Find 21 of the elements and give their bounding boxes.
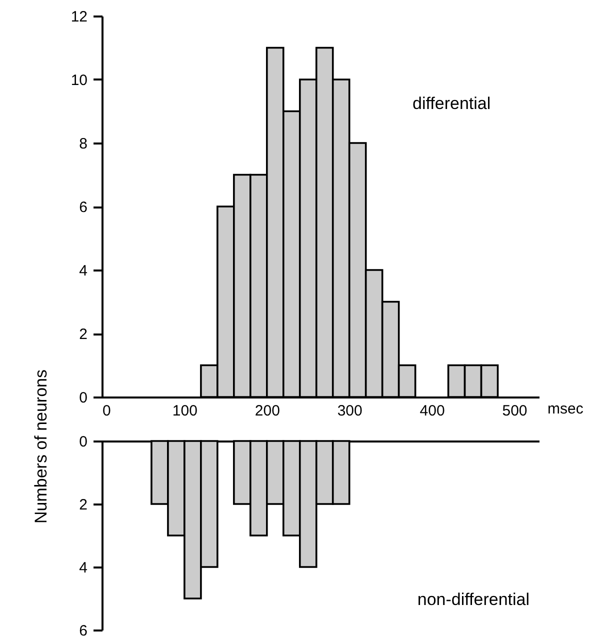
y-tick-label: 2: [79, 326, 88, 343]
x-tick-label: 400: [420, 402, 445, 420]
x-axis-title: msec: [548, 400, 584, 418]
y-tick-label: 8: [79, 136, 88, 152]
y-tick-label: 6: [79, 622, 88, 638]
y-tick-label: 4: [79, 560, 88, 576]
y-tick-label: 6: [79, 199, 88, 216]
y-axis-title: Numbers of neurons: [32, 369, 50, 524]
annotation: differential: [412, 94, 491, 113]
y-tick-label: 12: [70, 8, 88, 26]
x-tick-label: 0: [102, 402, 111, 420]
y-tick-label: 0: [79, 390, 88, 406]
y-tick-label: 10: [70, 72, 88, 89]
annotation: non-differential: [417, 590, 530, 609]
x-tick-label: 100: [172, 402, 198, 420]
x-tick-label: 500: [502, 402, 528, 420]
y-tick-label: 2: [79, 496, 88, 514]
y-tick-label: 4: [79, 262, 88, 280]
x-tick-label: 300: [337, 402, 362, 420]
y-tick-label: 0: [79, 434, 88, 450]
x-tick-label: 200: [254, 402, 280, 420]
